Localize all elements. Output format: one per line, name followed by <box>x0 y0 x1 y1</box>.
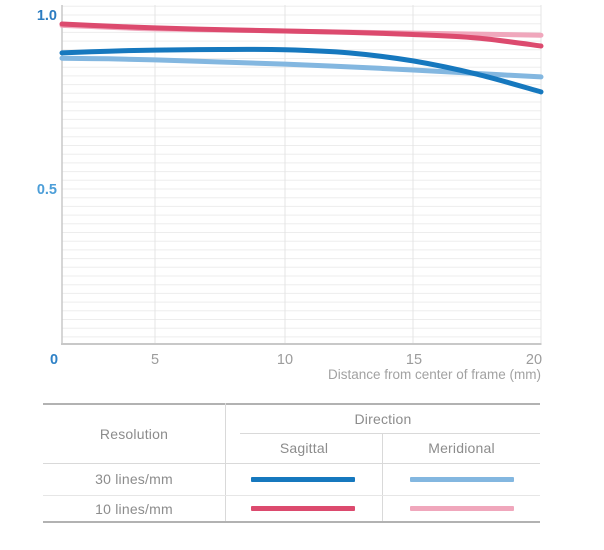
direction-underline <box>240 433 540 434</box>
row-label-30-lines: 30 lines/mm <box>95 471 173 487</box>
direction-header: Direction <box>354 411 412 427</box>
y-tick-label-0-5: 0.5 <box>37 182 57 198</box>
table-bottom-border <box>43 521 540 523</box>
series-line-10-lines-mm-sagittal <box>59 21 544 49</box>
series-line-30-lines-mm-sagittal <box>59 46 544 95</box>
x-tick-label-0: 0 <box>50 352 58 368</box>
x-tick-label-5: 5 <box>151 352 159 368</box>
column-divider-1 <box>225 403 226 522</box>
table-top-border <box>43 403 540 405</box>
sagittal-column-header: Sagittal <box>279 440 329 456</box>
data-row-divider <box>43 495 540 496</box>
x-tick-label-10: 10 <box>277 352 293 368</box>
mtf-chart: 1.0 0.5 0 5 10 15 20 Distance from center of fr… <box>37 5 544 382</box>
swatch-10-meridional <box>410 506 514 511</box>
meridional-column-header: Meridional <box>428 440 495 456</box>
header-row-divider <box>43 463 540 464</box>
x-tick-label-15: 15 <box>406 352 422 368</box>
swatch-10-sagittal <box>251 506 355 511</box>
x-tick-label-20: 20 <box>526 352 542 368</box>
swatch-30-sagittal <box>251 477 355 482</box>
y-tick-label-1-0: 1.0 <box>37 8 57 24</box>
column-divider-2 <box>382 433 383 522</box>
swatch-30-meridional <box>410 477 514 482</box>
x-axis-title: Distance from center of frame (mm) <box>328 367 541 382</box>
row-label-10-lines: 10 lines/mm <box>95 500 173 517</box>
resolution-header: Resolution <box>99 426 169 442</box>
